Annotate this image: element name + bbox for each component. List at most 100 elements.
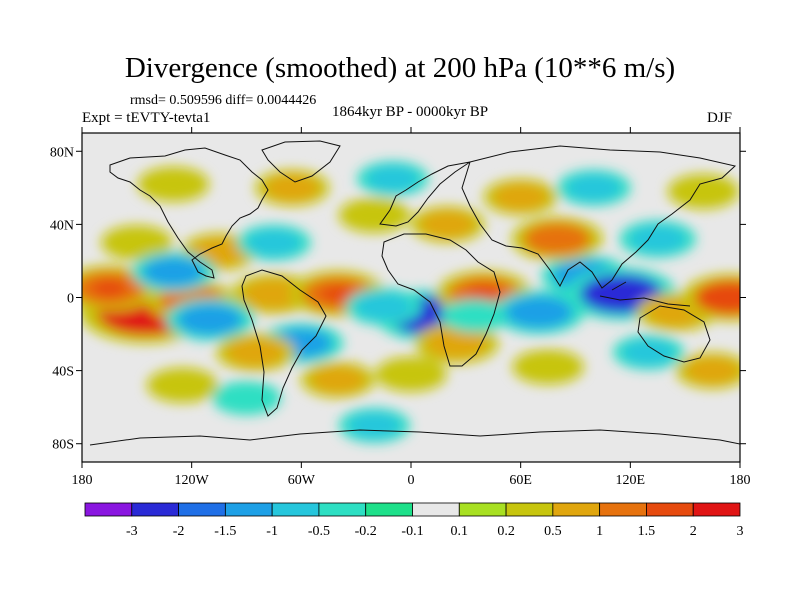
field-cell	[345, 288, 422, 326]
season-label: DJF	[707, 110, 733, 126]
colorbar-swatch	[458, 502, 507, 517]
field-cell	[483, 178, 558, 216]
field-cell-core	[685, 357, 740, 385]
colorbar-swatch	[318, 502, 367, 517]
x-tick-label: 120E	[616, 473, 646, 488]
field-cell-core	[425, 328, 488, 359]
field-cell	[511, 217, 603, 261]
colorbar-label: 1.5	[638, 524, 656, 539]
field-cell	[414, 322, 499, 364]
field-cell	[101, 225, 173, 261]
field-cell-peak	[712, 288, 740, 307]
colorbar-label: -1.5	[214, 524, 236, 539]
field-cell-peak	[600, 284, 642, 304]
field-cell	[232, 273, 316, 315]
colorbar-swatch	[84, 502, 133, 517]
field-cell	[300, 361, 375, 398]
coastlines	[89, 140, 740, 446]
field-cell-core	[142, 256, 205, 287]
field-cell	[338, 197, 411, 233]
colorbar-label: -0.5	[308, 524, 330, 539]
coastline-indonesia	[599, 281, 691, 307]
colorbar-swatch	[271, 502, 320, 517]
field-cell	[681, 274, 740, 321]
field-cell-peak	[320, 285, 356, 303]
x-tick-label: 120W	[175, 473, 210, 488]
colorbar-label: -3	[126, 524, 138, 539]
x-tick-label: 180	[72, 473, 93, 488]
coastline-asia	[461, 145, 737, 289]
field-cell	[612, 334, 685, 370]
field-cell	[255, 169, 330, 206]
colorbar-label: -0.2	[355, 524, 377, 539]
colorbar-swatch	[178, 502, 226, 517]
field-cell	[556, 169, 631, 206]
field-cell-core	[310, 366, 366, 394]
colorbar-swatch	[131, 502, 179, 517]
x-tick-label: 60E	[509, 473, 532, 488]
divergence-field	[82, 161, 740, 443]
colorbar-label: -2	[173, 524, 185, 539]
colorbar-swatch	[599, 502, 647, 517]
colorbar-swatch	[365, 502, 413, 517]
field-cell-core	[264, 174, 320, 202]
field-cell	[512, 349, 584, 385]
field-cell-core	[177, 303, 243, 336]
x-tick-label: 0	[408, 473, 415, 488]
map-area	[81, 132, 741, 463]
coastline-north-america	[109, 147, 269, 279]
field-cell-core	[366, 165, 420, 192]
coastline-africa	[381, 233, 501, 367]
field-cell-core	[156, 372, 210, 399]
field-cell	[211, 381, 282, 416]
x-tick-label: 180	[730, 473, 751, 488]
stats-label: rmsd= 0.509596 diff= 0.0044426	[130, 93, 317, 108]
field-cell	[675, 352, 740, 389]
x-axis: 180 120W 60W 0 60E 120E 180	[72, 127, 751, 488]
field-cell-core	[449, 303, 501, 329]
colorbar-swatch	[224, 502, 273, 517]
field-cell-core	[242, 278, 305, 309]
field-cell-core	[347, 412, 401, 439]
coastline-antarctica	[89, 429, 740, 446]
field-cell-core	[146, 171, 200, 198]
field-cell-core	[622, 339, 676, 366]
colorbar-label: 0.1	[451, 524, 469, 539]
colorbar-label: 0.5	[544, 524, 562, 539]
field-cell	[375, 356, 447, 392]
field-cell-core	[493, 183, 549, 211]
field-cell	[440, 298, 510, 333]
colorbar-label: -0.1	[401, 524, 423, 539]
experiment-label: Expt = tEVTY-tevta1	[82, 110, 211, 126]
field-cell	[667, 173, 740, 210]
field-cell	[216, 333, 296, 372]
y-tick-label: 80N	[50, 145, 74, 160]
chart-title: Divergence (smoothed) at 200 hPa (10**6 …	[124, 52, 676, 84]
colorbar-swatch	[412, 502, 460, 517]
colorbar: -3 -2 -1.5 -1 -0.5 -0.2 -0.1 0.1 0.2 0.5 1 1.5 2 3	[84, 502, 744, 539]
field-cell	[338, 407, 411, 443]
colorbar-label: 1	[596, 524, 603, 539]
colorbar-swatch	[646, 502, 694, 517]
x-tick-label: 60W	[288, 473, 316, 488]
field-cell-core	[220, 385, 273, 411]
field-cell	[82, 265, 158, 312]
field-cell	[356, 161, 429, 197]
colorbar-swatch	[552, 502, 601, 517]
coastline-south-america	[241, 269, 327, 417]
colorbar-label: -1	[266, 524, 278, 539]
y-tick-label: 0	[67, 292, 74, 307]
colorbar-label: 0.2	[497, 524, 515, 539]
colorbar-swatch	[692, 502, 741, 517]
field-cell-core	[505, 295, 573, 329]
coastline-australia	[637, 305, 711, 363]
field-cell	[131, 251, 216, 293]
colorbar-label: 3	[737, 524, 744, 539]
field-cell	[137, 166, 210, 202]
field-cell	[619, 220, 696, 258]
field-cell-core	[226, 338, 285, 367]
field-cell-core	[355, 292, 412, 321]
period-label: 1864kyr BP - 0000kyr BP	[331, 104, 489, 120]
field-cell-core	[420, 210, 475, 238]
field-cell	[410, 206, 485, 243]
